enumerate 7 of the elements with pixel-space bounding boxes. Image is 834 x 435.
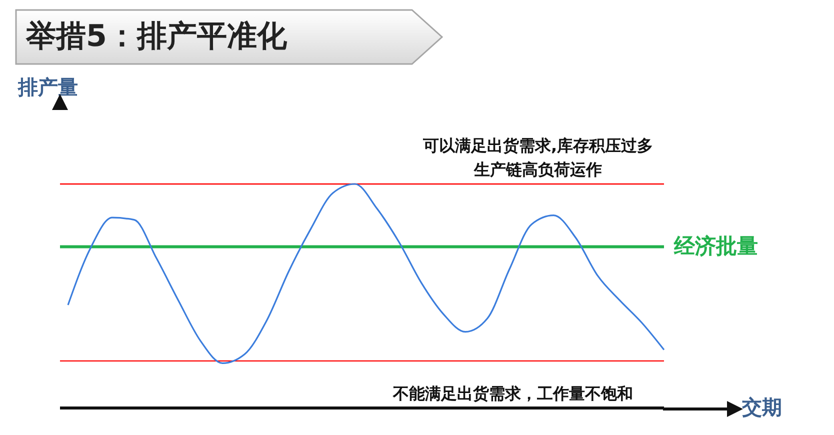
annotation: 不能满足出货需求，工作量不饱和	[393, 384, 633, 405]
y-axis-title: 排产量	[18, 74, 78, 101]
text: 生产链高负荷运作	[474, 160, 602, 181]
ref-line-label: 经济批量	[674, 233, 758, 260]
x-axis-title: 交期	[742, 394, 782, 421]
text: 可以满足出货需求,库存积压过多	[422, 136, 654, 157]
chart-title: 举措5：排产平准化	[26, 18, 287, 56]
